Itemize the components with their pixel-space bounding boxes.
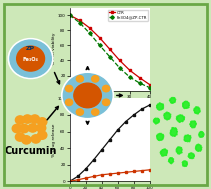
pH 5 <box>68 180 71 183</box>
Fe3O4@ZP-CTR <box>128 76 131 78</box>
Polygon shape <box>157 133 164 141</box>
Y-axis label: % Drug release: % Drug release <box>52 123 56 157</box>
CTR <box>119 59 121 62</box>
pH 7.4 <box>108 173 111 175</box>
CTR <box>138 77 141 79</box>
Text: Curcumin: Curcumin <box>4 146 57 156</box>
Circle shape <box>62 72 114 119</box>
Circle shape <box>8 39 53 79</box>
Fe3O4@ZP-CTR <box>88 32 91 34</box>
Legend: CTR, Fe3O4@ZP-CTR: CTR, Fe3O4@ZP-CTR <box>108 9 148 21</box>
Polygon shape <box>160 149 167 156</box>
Circle shape <box>63 74 112 117</box>
pH 5 <box>149 104 151 106</box>
Polygon shape <box>184 135 191 142</box>
pH 5 <box>92 159 95 161</box>
CTR <box>68 14 71 16</box>
Fe3O4@ZP-CTR <box>138 82 141 84</box>
pH 7.4 <box>92 175 95 178</box>
CTR <box>88 27 91 29</box>
CTR <box>99 37 101 39</box>
Polygon shape <box>190 121 196 128</box>
pH 5 <box>100 149 103 151</box>
Circle shape <box>92 109 99 115</box>
Circle shape <box>28 124 37 132</box>
Text: Fe₃O₄: Fe₃O₄ <box>23 57 39 62</box>
Polygon shape <box>182 161 188 167</box>
CTR <box>149 84 151 86</box>
Circle shape <box>38 131 47 139</box>
Circle shape <box>30 115 39 123</box>
CTR <box>108 48 111 50</box>
Polygon shape <box>194 107 200 114</box>
CTR <box>78 19 81 22</box>
Line: CTR: CTR <box>68 14 151 86</box>
Fe3O4@ZP-CTR <box>78 22 81 24</box>
Circle shape <box>20 124 29 133</box>
pH 5 <box>108 139 111 141</box>
Polygon shape <box>176 115 185 122</box>
Circle shape <box>22 136 31 144</box>
Polygon shape <box>199 131 204 137</box>
Line: Fe3O4@ZP-CTR: Fe3O4@ZP-CTR <box>68 14 151 89</box>
Circle shape <box>76 109 84 115</box>
Circle shape <box>31 135 41 143</box>
Fe3O4@ZP-CTR <box>99 44 101 46</box>
pH 5 <box>124 120 127 123</box>
Polygon shape <box>153 118 159 124</box>
Line: pH 7.4: pH 7.4 <box>68 169 151 183</box>
Fe3O4@ZP-CTR <box>119 67 121 69</box>
pH 7.4 <box>149 169 151 171</box>
Y-axis label: % Cell viability: % Cell viability <box>52 33 56 65</box>
Polygon shape <box>169 97 176 103</box>
pH 7.4 <box>84 177 87 179</box>
pH 7.4 <box>68 180 71 183</box>
Polygon shape <box>176 147 182 154</box>
X-axis label: CTR concentration (μg/mL): CTR concentration (μg/mL) <box>80 100 139 104</box>
pH 5 <box>133 114 135 116</box>
Fe3O4@ZP-CTR <box>68 14 71 16</box>
Line: pH 5: pH 5 <box>68 104 151 183</box>
Polygon shape <box>183 101 189 108</box>
Circle shape <box>65 85 73 92</box>
Polygon shape <box>164 112 171 120</box>
pH 5 <box>76 175 79 178</box>
Polygon shape <box>195 144 202 151</box>
pH 5 <box>84 168 87 170</box>
pH 7.4 <box>100 174 103 176</box>
Polygon shape <box>169 158 174 164</box>
Circle shape <box>15 133 25 141</box>
Circle shape <box>38 118 47 126</box>
pH 5 <box>116 129 119 131</box>
Polygon shape <box>170 128 177 136</box>
pH 7.4 <box>124 171 127 174</box>
pH 7.4 <box>76 179 79 181</box>
Circle shape <box>103 99 110 105</box>
Polygon shape <box>188 153 195 159</box>
Fe3O4@ZP-CTR <box>149 87 151 89</box>
Polygon shape <box>157 103 164 110</box>
Legend: pH 5, pH 7.4: pH 5, pH 7.4 <box>72 100 94 111</box>
Circle shape <box>37 124 46 132</box>
Circle shape <box>15 116 25 124</box>
Circle shape <box>76 76 84 82</box>
Circle shape <box>103 85 110 92</box>
CTR <box>128 69 131 71</box>
pH 7.4 <box>141 170 143 172</box>
Circle shape <box>12 124 22 133</box>
pH 7.4 <box>116 172 119 174</box>
Circle shape <box>74 83 101 108</box>
Fe3O4@ZP-CTR <box>108 56 111 58</box>
Text: ZP: ZP <box>26 46 35 51</box>
Circle shape <box>10 40 51 77</box>
pH 7.4 <box>133 170 135 173</box>
pH 5 <box>141 108 143 110</box>
Circle shape <box>23 115 32 123</box>
Circle shape <box>17 46 45 71</box>
Circle shape <box>65 99 73 105</box>
Circle shape <box>92 76 99 82</box>
